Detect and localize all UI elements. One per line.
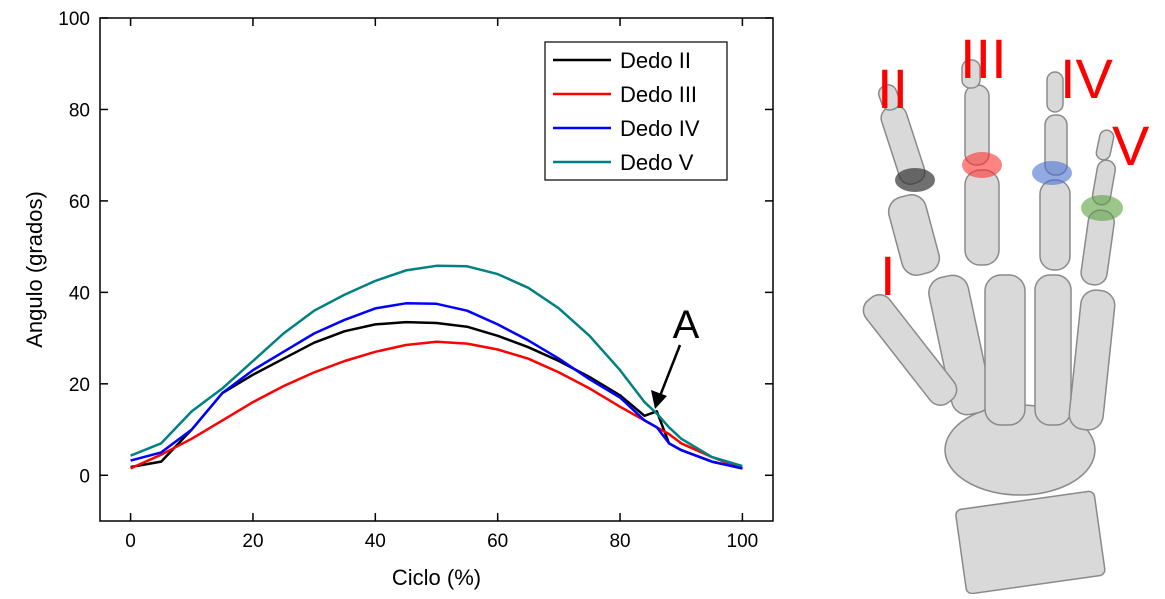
x-tick-label: 60	[487, 531, 508, 552]
y-tick-label: 60	[69, 192, 90, 213]
series-line	[130, 320, 743, 470]
annotation: A	[673, 303, 700, 347]
legend-label: Dedo II	[620, 48, 691, 73]
finger-label: V	[1112, 114, 1150, 177]
joint-markers	[895, 152, 1123, 221]
y-tick-label: 0	[79, 466, 90, 487]
annotation-arrow	[658, 344, 682, 397]
x-axis-label: Ciclo (%)	[392, 565, 481, 590]
x-tick-label: 40	[365, 531, 386, 552]
finger-label: III	[960, 27, 1007, 90]
series-line	[130, 264, 743, 468]
series-line	[130, 302, 743, 470]
y-tick-label: 40	[69, 283, 90, 304]
legend-label: Dedo IV	[620, 116, 700, 141]
y-tick-label: 20	[69, 375, 90, 396]
y-axis-label: Angulo (grados)	[22, 191, 47, 348]
finger-label: I	[880, 244, 896, 307]
legend-label: Dedo V	[620, 150, 694, 175]
legend-box	[544, 41, 728, 181]
plot-frame	[99, 17, 774, 522]
x-tick-label: 0	[125, 531, 136, 552]
finger-label: II	[877, 57, 908, 120]
series-line	[130, 340, 743, 470]
hand-illustration	[862, 59, 1117, 595]
annotation-arrowhead	[651, 390, 667, 409]
x-tick-label: 100	[727, 531, 759, 552]
x-tick-label: 20	[242, 531, 263, 552]
finger-label: IV	[1060, 47, 1114, 110]
legend-label: Dedo III	[620, 82, 697, 107]
y-tick-label: 100	[58, 9, 90, 30]
y-tick-label: 80	[69, 100, 90, 121]
x-tick-label: 80	[609, 531, 630, 552]
